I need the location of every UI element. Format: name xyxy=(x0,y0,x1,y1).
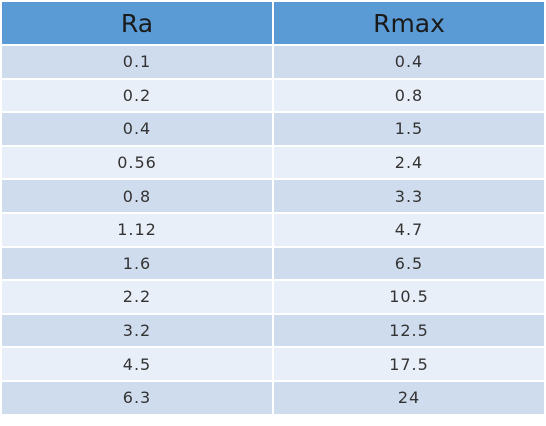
table-cell: 0.1 xyxy=(2,46,272,78)
table-row: 0.4 1.5 xyxy=(2,113,544,145)
table-cell: 24 xyxy=(274,381,544,414)
table-cell: 1.5 xyxy=(274,113,544,145)
table-cell: 3.3 xyxy=(274,180,544,212)
table-cell: 3.2 xyxy=(2,314,272,347)
table-row: 0.8 3.3 xyxy=(2,180,544,212)
table-cell: 2.2 xyxy=(2,281,272,313)
table-cell: 1.6 xyxy=(2,247,272,280)
table-row: 6.3 24 xyxy=(2,381,544,414)
table-body: 0.1 0.4 0.2 0.8 0.4 1.5 0.56 2.4 0.8 3.3 1.12 4.7 1.… xyxy=(2,46,544,414)
table-row: 1.6 6.5 xyxy=(2,247,544,280)
table-row: 0.2 0.8 xyxy=(2,79,544,112)
table-row: 0.56 2.4 xyxy=(2,146,544,179)
table-cell: 0.56 xyxy=(2,146,272,179)
table-cell: 0.8 xyxy=(2,180,272,212)
header-cell: Rmax xyxy=(274,2,544,44)
table-cell: 0.8 xyxy=(274,79,544,112)
table-row: 2.2 10.5 xyxy=(2,281,544,313)
table-cell: 17.5 xyxy=(274,348,544,380)
table-cell: 2.4 xyxy=(274,146,544,179)
header-row: Ra Rmax xyxy=(2,2,544,44)
table-cell: 0.2 xyxy=(2,79,272,112)
table-cell: 4.7 xyxy=(274,213,544,246)
table-row: 1.12 4.7 xyxy=(2,213,544,246)
table-row: 3.2 12.5 xyxy=(2,314,544,347)
table-row: 0.1 0.4 xyxy=(2,46,544,78)
table-cell: 0.4 xyxy=(274,46,544,78)
table-cell: 6.5 xyxy=(274,247,544,280)
table-cell: 12.5 xyxy=(274,314,544,347)
data-table: Ra Rmax 0.1 0.4 0.2 0.8 0.4 1.5 0.56 2.4 0.8 3.3 1.… xyxy=(0,0,546,416)
table-cell: 1.12 xyxy=(2,213,272,246)
table-cell: 4.5 xyxy=(2,348,272,380)
table-row: 4.5 17.5 xyxy=(2,348,544,380)
table-cell: 6.3 xyxy=(2,381,272,414)
table-cell: 10.5 xyxy=(274,281,544,313)
table-cell: 0.4 xyxy=(2,113,272,145)
header-cell: Ra xyxy=(2,2,272,44)
